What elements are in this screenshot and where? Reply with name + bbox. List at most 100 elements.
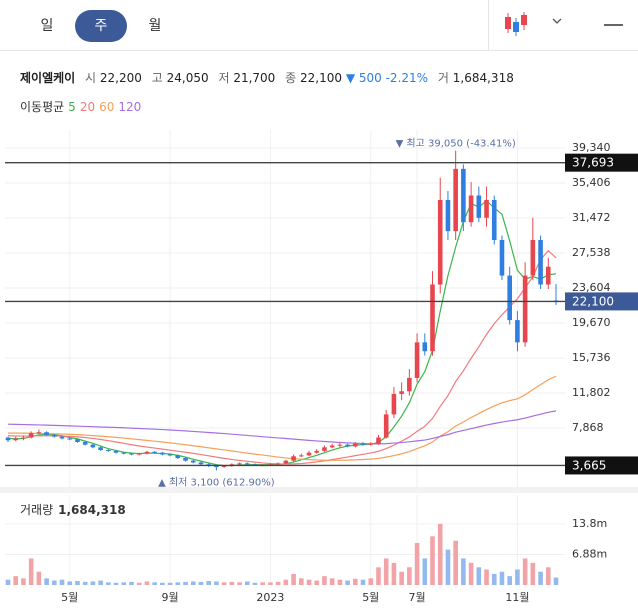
volume-bar xyxy=(407,567,412,585)
volume-bar xyxy=(391,562,397,585)
volume-bar xyxy=(21,578,26,585)
candle-body xyxy=(530,240,536,276)
volume-bar xyxy=(198,581,204,585)
y-tick-label: 19,670 xyxy=(572,316,611,329)
volume-bar xyxy=(491,573,497,585)
tab[interactable]: 주 xyxy=(75,10,127,42)
panel-separator xyxy=(0,487,638,493)
volume-bar xyxy=(314,580,320,585)
candle-body xyxy=(491,199,497,241)
volume-bar xyxy=(113,582,119,585)
field-value: 22,100 xyxy=(300,71,343,85)
volume-bar xyxy=(260,582,266,585)
candle-body xyxy=(376,437,381,444)
quote-header: 제이엘케이 시 22,200 고 24,050 저 21,700 종 22,10… xyxy=(20,69,514,86)
candle-body xyxy=(368,443,374,445)
candle-body xyxy=(275,463,281,465)
candle-body xyxy=(407,377,412,392)
volume-bar xyxy=(538,571,543,585)
candle-body xyxy=(252,464,258,466)
candle-body xyxy=(399,391,404,394)
moving-average-line xyxy=(8,375,557,461)
volume-bar xyxy=(399,571,404,585)
volume-bar xyxy=(453,540,458,585)
candle-body xyxy=(430,284,435,352)
candle-body xyxy=(160,452,165,455)
candle-body xyxy=(90,444,96,448)
field-value: 21,700 xyxy=(233,71,276,85)
high-annotation: ▼ 최고 39,050 (-43.41%) xyxy=(396,138,516,150)
volume-latest: 1,684,318 xyxy=(58,503,126,517)
candle-body xyxy=(21,437,26,439)
price-tag xyxy=(565,456,638,475)
candle-body xyxy=(244,463,250,465)
candle-body xyxy=(545,266,551,285)
price-tag xyxy=(565,153,638,172)
candle-body xyxy=(136,453,142,455)
tab[interactable]: 월 xyxy=(148,18,162,34)
volume-bar xyxy=(52,580,57,585)
volume-bar xyxy=(461,558,466,585)
volume-bar xyxy=(121,582,127,585)
volume-bar xyxy=(160,582,165,585)
tab[interactable]: 일 xyxy=(40,18,54,34)
volume-bar xyxy=(129,581,134,585)
field-value: 1,684,318 xyxy=(452,71,514,85)
volume-bar xyxy=(221,582,227,585)
candle-body xyxy=(345,444,350,447)
candle-body xyxy=(461,168,466,223)
volume-bar xyxy=(306,579,312,585)
candle-body xyxy=(322,447,327,451)
candle-body xyxy=(453,168,458,232)
icon-body xyxy=(505,17,511,29)
price-tag-label: 37,693 xyxy=(572,156,614,170)
volume-bar xyxy=(345,580,350,585)
ma-legend-entry: 60 xyxy=(99,100,115,114)
candle-body xyxy=(144,451,150,454)
candle-body xyxy=(82,442,88,445)
candle-body xyxy=(522,275,528,343)
candle-body xyxy=(329,445,335,448)
volume-bar xyxy=(90,581,96,585)
candle-body xyxy=(28,433,34,438)
volume-bar xyxy=(553,577,559,585)
dropdown-chevron[interactable] xyxy=(552,18,562,24)
volume-bar xyxy=(360,579,366,585)
volume-bar xyxy=(136,582,142,585)
candle-body xyxy=(129,453,134,455)
y-tick-label: 27,538 xyxy=(572,246,611,259)
candle-body xyxy=(445,199,451,232)
chart-type-icon[interactable] xyxy=(505,12,527,36)
volume-bar xyxy=(383,558,389,585)
candle-body xyxy=(106,450,111,452)
volume-bar xyxy=(545,567,551,585)
volume-bar xyxy=(337,579,343,585)
field-value: 22,200 xyxy=(99,71,142,85)
candle-body xyxy=(484,199,489,218)
stock-name: 제이엘케이 xyxy=(20,71,76,85)
candle-body xyxy=(44,432,49,435)
candle-body xyxy=(152,451,157,453)
volume-bar xyxy=(206,581,211,585)
volume-bar xyxy=(422,558,428,585)
volume-bar xyxy=(214,581,219,585)
candle-body xyxy=(391,393,397,415)
volume-bar xyxy=(36,571,42,585)
volume-bar xyxy=(298,578,304,585)
volume-bar xyxy=(237,582,242,585)
volume-label: 거래량 xyxy=(20,503,53,517)
volume-bar xyxy=(13,576,19,585)
volume-bar xyxy=(229,581,235,585)
volume-bar xyxy=(445,549,451,585)
candle-body xyxy=(476,195,482,218)
candle-body xyxy=(183,458,188,461)
volume-bar xyxy=(353,578,358,585)
candle-body xyxy=(283,460,289,464)
candle-body xyxy=(237,463,242,465)
candle-body xyxy=(190,460,196,463)
volume-bar xyxy=(515,569,520,585)
candle-body xyxy=(360,443,366,445)
field-label: 고 xyxy=(151,71,163,85)
